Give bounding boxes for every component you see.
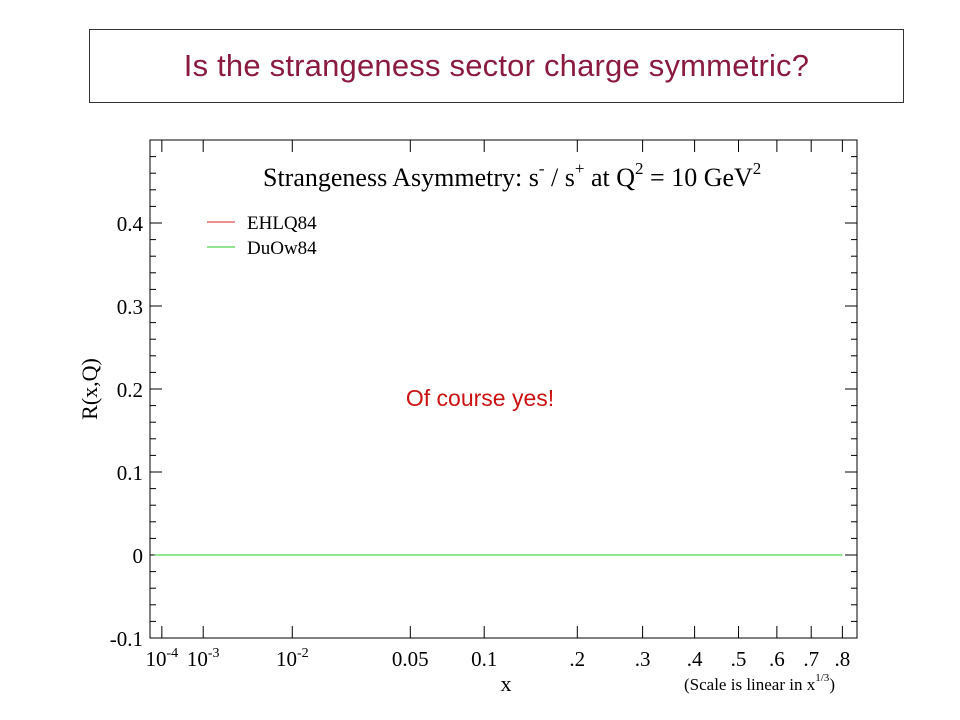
x-scale-note-sup: 1/3: [815, 672, 830, 684]
chart-title-sup2: +: [575, 159, 585, 178]
legend-label-ehlq84: EHLQ84: [247, 213, 317, 234]
chart-title: Strangeness Asymmetry: s- / s+ at Q2 = 1…: [263, 159, 761, 192]
x-tick-label: 10-4: [146, 646, 179, 671]
title-box: Is the strangeness sector charge symmetr…: [89, 29, 904, 103]
x-tick-label: .5: [731, 647, 747, 671]
chart-title-part3: at Q: [584, 163, 635, 192]
x-tick-label: .3: [635, 647, 651, 671]
x-scale-note-text: (Scale is linear in x: [684, 675, 816, 694]
x-tick-label: .4: [687, 647, 703, 671]
y-tick-label: -0.1: [110, 627, 143, 651]
legend: EHLQ84 DuOw84: [207, 213, 317, 259]
chart-title-sup4: 2: [753, 159, 762, 178]
chart-title-sup3: 2: [635, 159, 644, 178]
chart-title-part4: = 10 GeV: [644, 163, 753, 192]
y-tick-label: 0: [133, 544, 144, 568]
y-tick-label: 0.4: [117, 212, 144, 236]
x-tick-label: .6: [769, 647, 785, 671]
x-tick-label: 0.05: [392, 647, 429, 671]
page-title: Is the strangeness sector charge symmetr…: [183, 48, 810, 83]
y-tick-label: 0.1: [117, 461, 143, 485]
legend-label-duow84: DuOw84: [247, 238, 317, 259]
x-tick-label: .7: [803, 647, 819, 671]
chart-title-part2: / s: [545, 163, 575, 192]
x-scale-note-close: ): [829, 675, 835, 694]
x-tick-label: 10-3: [187, 646, 220, 671]
x-tick-label: 10-2: [276, 646, 309, 671]
y-tick-label: 0.2: [117, 378, 143, 402]
axis-ticks: -0.1 0 0.1 0.2 0.3 0.4 10-4 10-3 10-2 0.05 0.1 .2 .3…: [110, 139, 857, 671]
x-axis-label: x: [501, 671, 512, 696]
y-axis-label: R(x,Q): [77, 358, 102, 420]
x-tick-label: .2: [569, 647, 585, 671]
annotation-text: Of course yes!: [406, 385, 554, 411]
chart-title-sup1: -: [539, 159, 545, 178]
chart-title-part1: Strangeness Asymmetry: s: [263, 163, 539, 192]
x-tick-label: 0.1: [471, 647, 497, 671]
x-tick-label: .8: [835, 647, 851, 671]
y-tick-label: 0.3: [117, 295, 143, 319]
x-scale-note: (Scale is linear in x1/3): [684, 672, 835, 694]
